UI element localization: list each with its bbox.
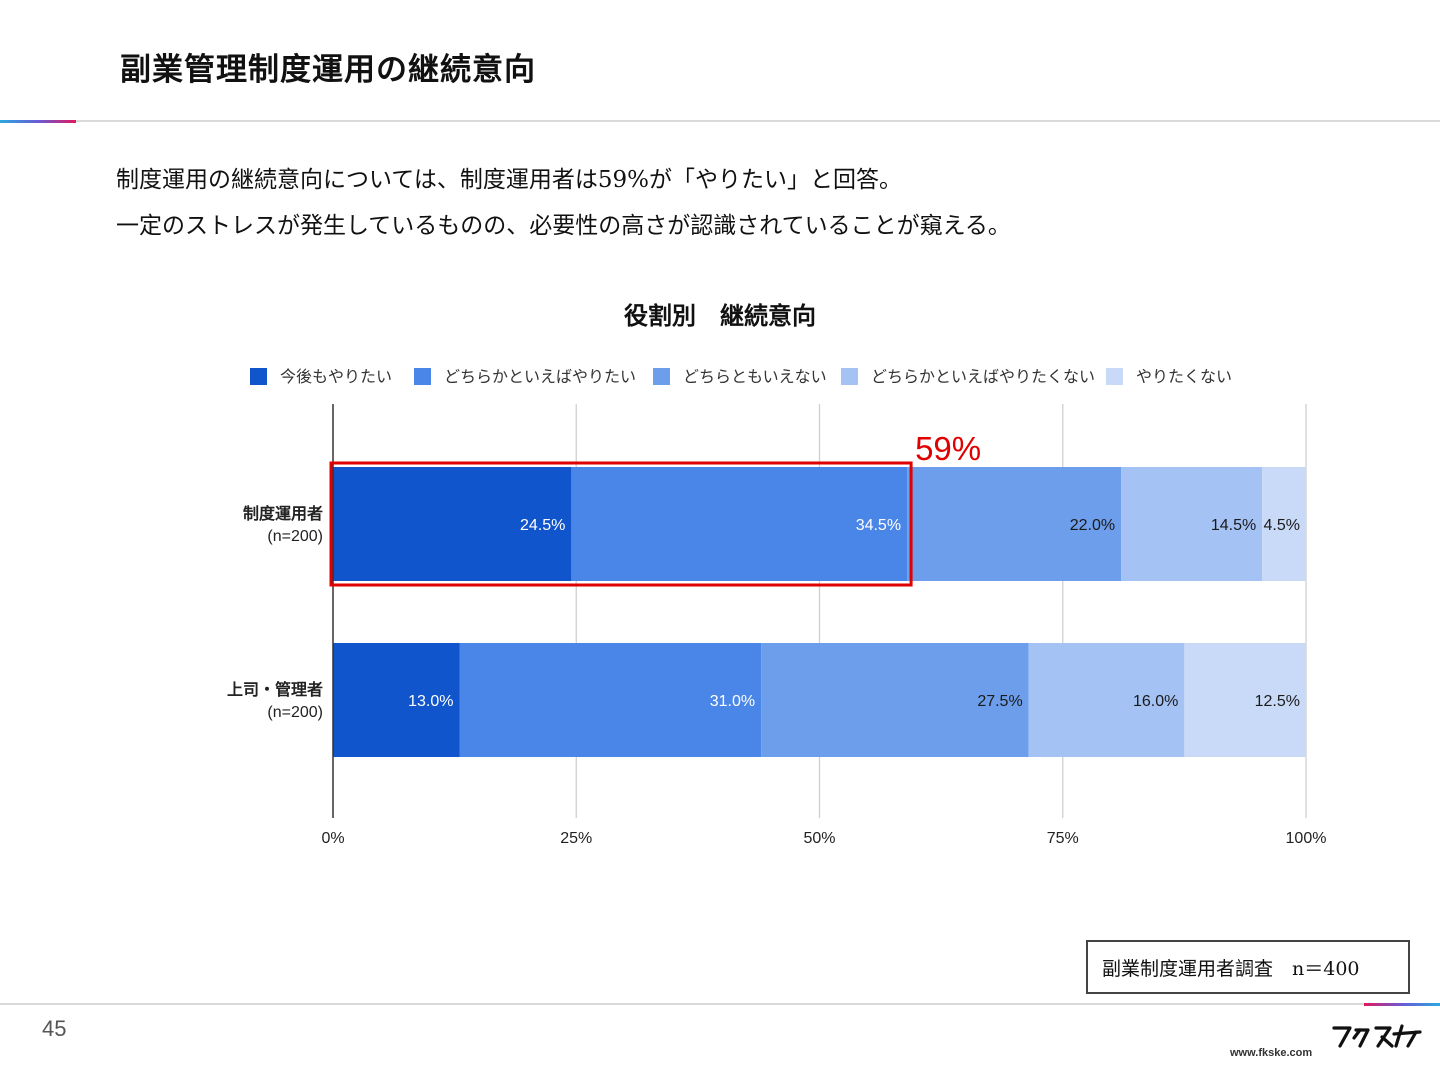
category-label-1-line-0: 上司・管理者	[227, 680, 323, 699]
page-number: 45	[42, 1016, 67, 1041]
x-tick-label-1: 25%	[560, 830, 592, 847]
source-note-box: 副業制度運用者調査 n＝400	[1086, 940, 1410, 994]
legend-label-0: 今後もやりたい	[280, 368, 392, 386]
stacked-bar-chart: 今後もやりたい どちらかといえばやりたい どちらともいえない どちらかといえばやりたく…	[227, 368, 1327, 847]
legend-swatch-4	[1106, 368, 1123, 385]
legend-label-2: どちらともいえない	[683, 368, 827, 386]
x-tick-label-0: 0%	[321, 830, 344, 847]
x-tick-label-2: 50%	[803, 830, 835, 847]
category-label-1-line-1: (n=200)	[267, 704, 323, 721]
bar-segment-0-0	[333, 467, 572, 581]
bar-segment-0-4	[1262, 467, 1306, 581]
bar-segment-1-4	[1184, 643, 1306, 757]
legend-swatch-0	[250, 368, 267, 385]
bar-segment-0-1	[571, 467, 908, 581]
legend-swatch-1	[414, 368, 431, 385]
legend-label-1: どちらかといえばやりたい	[444, 368, 636, 386]
bar-segment-1-3	[1028, 643, 1185, 757]
x-tick-label-3: 75%	[1047, 830, 1079, 847]
data-label-0-0: 24.5%	[520, 517, 565, 534]
bar-segment-1-0	[333, 643, 460, 757]
footer-accent-bar	[1364, 1003, 1440, 1006]
data-label-1-3: 16.0%	[1133, 693, 1178, 710]
x-tick-label-4: 100%	[1286, 830, 1327, 847]
bar-segment-0-2	[907, 467, 1122, 581]
lead-text-line-1: 制度運用の継続意向については、制度運用者は59%が「やりたい」と回答。	[116, 167, 902, 193]
data-label-1-4: 12.5%	[1255, 693, 1300, 710]
header-divider	[0, 120, 1440, 122]
bar-segment-1-1	[459, 643, 762, 757]
lead-text-line-2: 一定のストレスが発生しているものの、必要性の高さが認識されていることが窺える。	[116, 213, 1011, 239]
category-label-0-line-0: 制度運用者	[243, 504, 323, 523]
header-accent-bar	[0, 120, 76, 123]
chart-title: 役割別 継続意向	[624, 301, 816, 330]
bar-segment-0-3	[1121, 467, 1263, 581]
page-title: 副業管理制度運用の継続意向	[120, 52, 536, 88]
highlight-box	[329, 461, 913, 587]
fukusuke-logo-icon	[1332, 1024, 1422, 1048]
site-url: www.fkske.com	[1230, 1047, 1313, 1059]
footer-divider	[0, 1003, 1440, 1005]
data-label-0-1: 34.5%	[856, 517, 901, 534]
legend-swatch-3	[841, 368, 858, 385]
legend-label-4: やりたくない	[1136, 368, 1232, 386]
bar-segment-1-2	[761, 643, 1029, 757]
data-label-0-2: 22.0%	[1070, 517, 1115, 534]
category-label-0-line-1: (n=200)	[267, 528, 323, 545]
legend-label-3: どちらかといえばやりたくない	[871, 368, 1095, 386]
highlight-label: 59%	[915, 430, 981, 467]
data-label-0-4: 4.5%	[1264, 517, 1300, 534]
data-label-1-2: 27.5%	[977, 693, 1022, 710]
legend-swatch-2	[653, 368, 670, 385]
source-note: 副業制度運用者調査 n＝400	[1102, 957, 1360, 980]
data-label-1-0: 13.0%	[408, 693, 453, 710]
data-label-0-3: 14.5%	[1211, 517, 1256, 534]
data-label-1-1: 31.0%	[710, 693, 755, 710]
